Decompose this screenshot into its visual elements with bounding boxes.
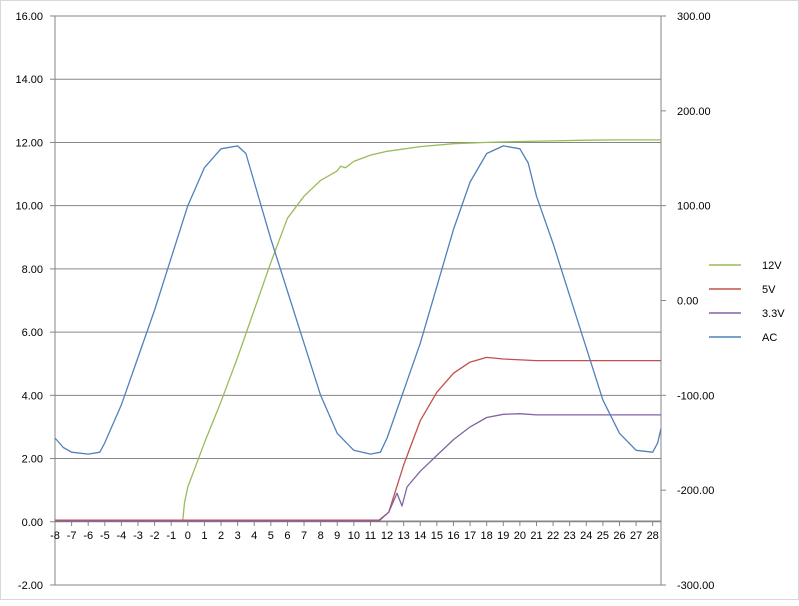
axes [50,15,666,586]
legend-label: 3.3V [762,308,785,320]
x-tick-label: 14 [414,530,426,542]
x-tick-label: 19 [497,530,509,542]
x-tick-label: 15 [431,530,443,542]
x-tick-label: -7 [67,530,77,542]
right-y-tick-label: 200.00 [677,106,711,118]
legend: 12V 5V 3.3V AC [709,260,785,344]
x-tick-label: -4 [117,530,127,542]
x-tick-label: -5 [100,530,110,542]
x-tick-label: -3 [133,530,143,542]
left-y-tick-label: 12.00 [15,137,43,149]
x-tick-label: 27 [630,530,642,542]
x-tick-label: 1 [201,530,207,542]
x-tick-label: 26 [613,530,625,542]
series-line-3-3v [55,413,661,522]
right-y-tick-label: 300.00 [677,11,711,23]
x-tick-label: 20 [514,530,526,542]
right-y-tick-label: -100.00 [677,390,714,402]
x-tick-label: 10 [348,530,360,542]
x-tick-label: 6 [284,530,290,542]
right-y-tick-label: -300.00 [677,580,714,592]
x-tick-label: 9 [334,530,340,542]
x-tick-label: 12 [381,530,393,542]
x-tick-label: 17 [464,530,476,542]
left-y-tick-label: 6.00 [22,327,43,339]
x-tick-label: 22 [547,530,559,542]
x-tick-label: 21 [530,530,542,542]
series-line-12v [55,139,661,521]
legend-label: AC [762,332,777,344]
left-y-axis-tick-labels: -2.00 0.00 2.00 4.00 6.00 8.00 10.00 12.00 14.00… [15,11,43,592]
left-y-tick-label: 8.00 [22,264,43,276]
x-tick-label: 7 [301,530,307,542]
series-lines [54,139,662,522]
series-line-5v [55,356,661,521]
x-tick-label: 18 [481,530,493,542]
x-tick-label: -2 [150,530,160,542]
x-tick-label: 3 [235,530,241,542]
x-tick-label: 8 [318,530,324,542]
right-y-tick-label: 0.00 [677,296,698,308]
legend-label: 5V [762,284,776,296]
x-tick-label: 0 [185,530,191,542]
x-tick-label: 24 [580,530,592,542]
left-y-tick-label: 2.00 [22,454,43,466]
left-y-tick-label: 4.00 [22,390,43,402]
x-axis-tick-labels: -8 -7 -6 -5 -4 -3 -2 -1 0 1 2 3 4 5 6 7 8 9 10 11 12 13 14 15 16… [50,530,659,542]
right-y-tick-label: 100.00 [677,201,711,213]
x-tick-label: 25 [597,530,609,542]
gridlines [55,15,661,586]
x-tick-label: -8 [50,530,60,542]
right-y-axis-tick-labels: -300.00 -200.00 -100.00 0.00 100.00 200.00 300… [677,11,714,592]
x-tick-label: 2 [218,530,224,542]
x-tick-label: 4 [251,530,257,542]
x-tick-label: -1 [166,530,176,542]
x-tick-label: 16 [447,530,459,542]
left-y-tick-label: 10.00 [15,201,43,213]
x-tick-label: 23 [564,530,576,542]
x-tick-label: 5 [268,530,274,542]
right-y-tick-label: -200.00 [677,485,714,497]
series-line-ac [54,145,662,455]
x-tick-label: 13 [398,530,410,542]
left-y-tick-label: 14.00 [15,74,43,86]
x-tick-label: -6 [83,530,93,542]
left-y-tick-label: 0.00 [22,517,43,529]
x-tick-label: 11 [365,530,376,542]
x-tick-label: 28 [647,530,659,542]
legend-label: 12V [762,260,782,272]
left-y-tick-label: 16.00 [15,11,43,23]
left-y-tick-label: -2.00 [18,580,43,592]
